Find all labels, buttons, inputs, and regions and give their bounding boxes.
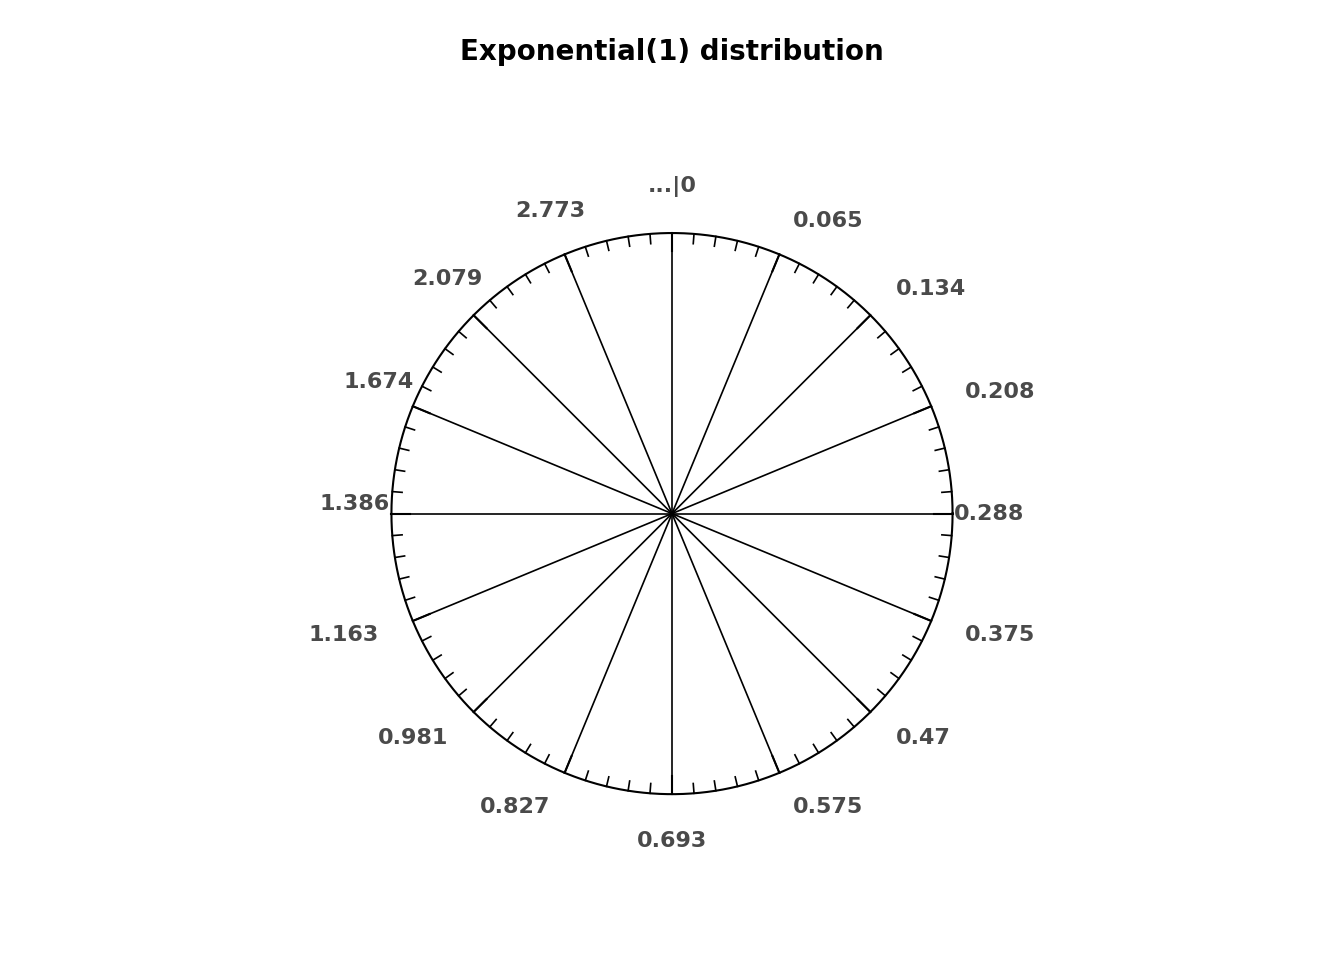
Text: 1.163: 1.163: [309, 625, 379, 645]
Text: ...|0: ...|0: [648, 176, 696, 197]
Text: 0.375: 0.375: [965, 625, 1035, 645]
Text: 2.773: 2.773: [516, 201, 586, 221]
Text: 0.288: 0.288: [954, 504, 1024, 523]
Text: 0.693: 0.693: [637, 830, 707, 851]
Text: 0.47: 0.47: [896, 728, 952, 748]
Text: 0.575: 0.575: [793, 797, 864, 817]
Text: 1.386: 1.386: [320, 493, 390, 514]
Text: 2.079: 2.079: [413, 270, 482, 289]
Text: 0.827: 0.827: [480, 797, 551, 817]
Text: 0.208: 0.208: [965, 382, 1035, 402]
Text: 1.674: 1.674: [344, 372, 414, 393]
Text: 0.981: 0.981: [378, 728, 448, 748]
Text: 0.134: 0.134: [896, 279, 966, 300]
Text: Exponential(1) distribution: Exponential(1) distribution: [460, 38, 884, 66]
Text: 0.065: 0.065: [793, 210, 864, 230]
